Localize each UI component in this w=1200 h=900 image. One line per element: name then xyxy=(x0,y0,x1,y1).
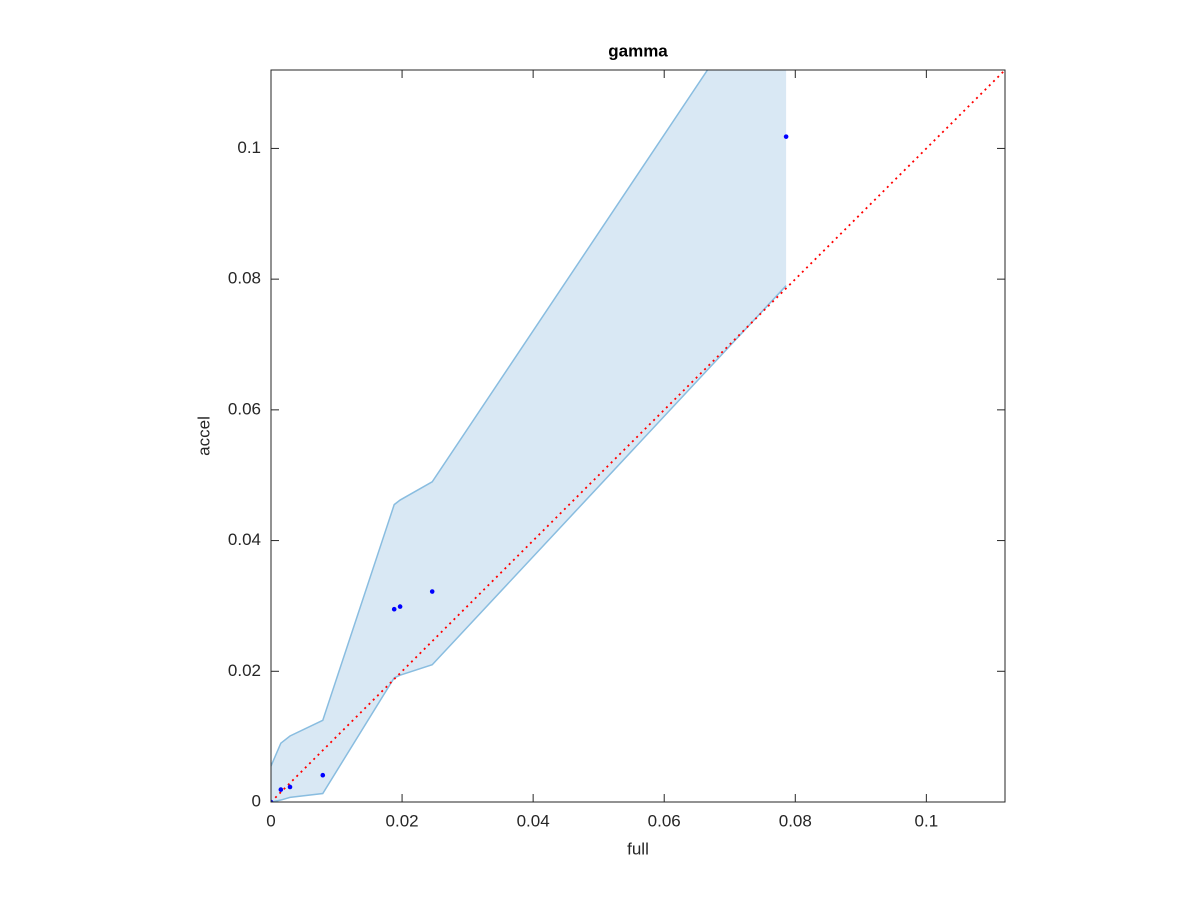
x-tick-label: 0.1 xyxy=(915,811,939,830)
data-point xyxy=(429,589,435,594)
x-axis-label: full xyxy=(627,839,649,858)
data-point xyxy=(391,606,397,612)
data-point xyxy=(287,784,293,790)
data-point xyxy=(397,604,403,609)
band-lower-edge xyxy=(271,285,787,802)
band-upper-edge xyxy=(271,70,709,767)
y-axis-label: accel xyxy=(194,416,213,456)
y-tick-label: 0.04 xyxy=(228,530,261,549)
x-tick-label: 0.08 xyxy=(779,811,812,830)
x-tick-label: 0 xyxy=(266,811,275,830)
band-fill xyxy=(271,70,787,802)
y-tick-label: 0.1 xyxy=(237,138,261,157)
plot-area xyxy=(271,70,1005,802)
data-point xyxy=(271,799,274,802)
y-tick-label: 0 xyxy=(252,791,261,810)
data-point xyxy=(320,772,326,778)
axes-box xyxy=(270,69,1006,803)
y-tick-label: 0.06 xyxy=(228,399,261,418)
data-point xyxy=(783,134,789,139)
data-point xyxy=(278,787,284,792)
x-tick-label: 0.02 xyxy=(386,811,419,830)
y-tick-label: 0.02 xyxy=(228,661,261,680)
x-tick-label: 0.04 xyxy=(517,811,550,830)
y-tick-label: 0.08 xyxy=(228,269,261,288)
chart-title: gamma xyxy=(608,41,668,60)
x-tick-label: 0.06 xyxy=(648,811,681,830)
